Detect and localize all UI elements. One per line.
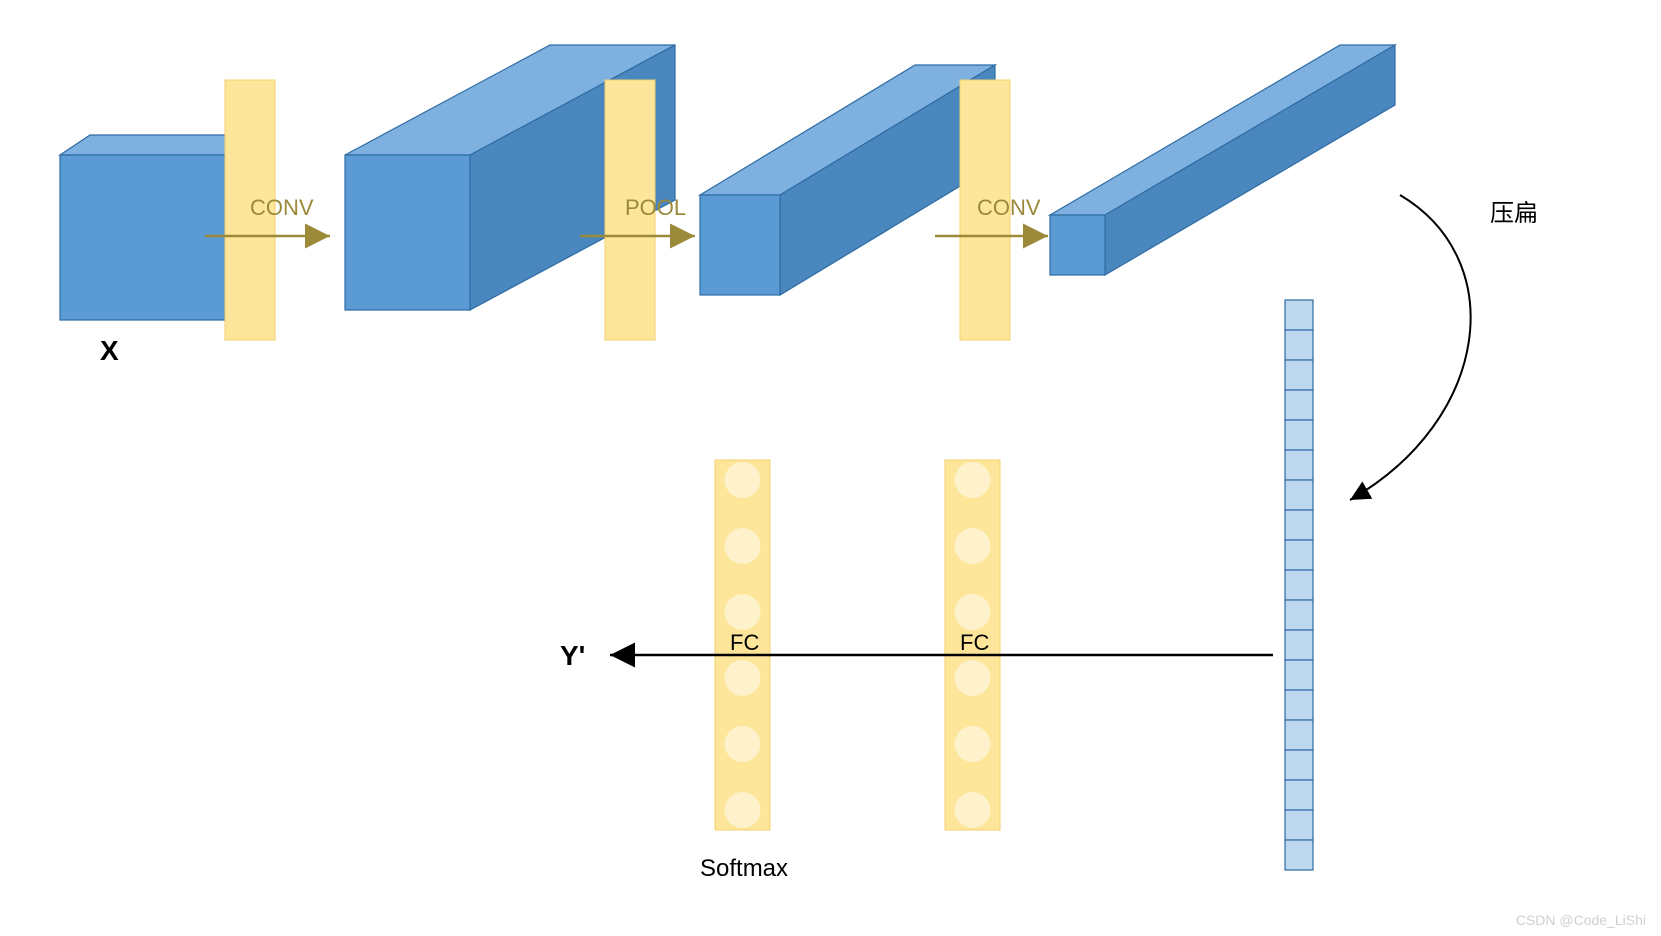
conv1-label: CONV: [250, 195, 314, 221]
flatten-label: 压扁: [1490, 193, 1538, 228]
pool-label: POOL: [625, 195, 686, 221]
feature-map-2: [700, 65, 995, 295]
fc2-label: FC: [960, 630, 989, 656]
feature-map-3: [1050, 45, 1395, 275]
watermark: CSDN @Code_LiShi: [1516, 912, 1646, 928]
conv2-label: CONV: [977, 195, 1041, 221]
input-label: X: [100, 335, 119, 367]
fc1-label: FC: [730, 630, 759, 656]
output-label: Y': [560, 640, 585, 672]
flatten-vector: [1285, 300, 1313, 870]
flatten-arrow: [1350, 195, 1471, 500]
softmax-label: Softmax: [700, 855, 788, 883]
